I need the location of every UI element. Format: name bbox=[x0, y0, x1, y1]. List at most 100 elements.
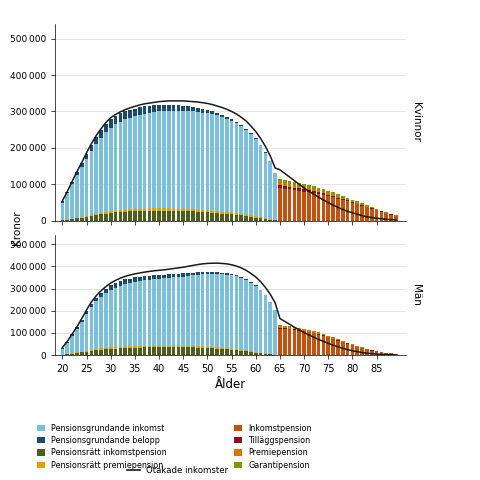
Bar bbox=[326, 191, 330, 193]
Bar bbox=[70, 184, 74, 221]
Bar bbox=[370, 207, 373, 208]
Bar bbox=[302, 192, 306, 221]
Bar bbox=[128, 283, 132, 355]
Bar bbox=[167, 211, 170, 221]
Bar bbox=[80, 167, 84, 221]
Bar bbox=[240, 350, 243, 355]
Bar bbox=[196, 108, 200, 112]
Bar bbox=[307, 188, 311, 190]
Bar bbox=[220, 115, 224, 117]
Bar bbox=[80, 217, 84, 221]
Bar bbox=[375, 351, 378, 355]
Bar bbox=[104, 214, 108, 221]
Bar bbox=[360, 204, 364, 205]
Bar bbox=[162, 105, 166, 111]
Bar bbox=[288, 180, 291, 184]
Bar bbox=[302, 187, 306, 189]
Bar bbox=[70, 334, 74, 336]
Bar bbox=[148, 346, 151, 348]
Bar bbox=[85, 216, 88, 217]
Bar bbox=[341, 342, 345, 355]
Bar bbox=[283, 189, 287, 221]
Bar bbox=[326, 336, 330, 337]
Bar bbox=[201, 347, 204, 348]
Bar bbox=[254, 216, 258, 217]
Bar bbox=[123, 279, 127, 284]
Bar bbox=[114, 348, 118, 355]
Bar bbox=[312, 334, 315, 355]
Bar bbox=[244, 351, 248, 355]
Bar bbox=[264, 219, 267, 221]
Bar bbox=[196, 272, 200, 275]
Bar bbox=[153, 211, 156, 221]
Bar bbox=[80, 322, 84, 355]
Bar bbox=[264, 153, 267, 221]
Bar bbox=[249, 282, 253, 283]
Bar bbox=[153, 105, 156, 112]
Bar bbox=[341, 199, 345, 200]
Bar bbox=[298, 186, 301, 189]
Bar bbox=[268, 219, 272, 220]
Bar bbox=[322, 334, 325, 336]
Bar bbox=[60, 203, 64, 221]
Bar bbox=[191, 107, 195, 111]
Bar bbox=[123, 284, 127, 355]
Bar bbox=[293, 327, 296, 329]
Bar bbox=[201, 112, 204, 221]
Bar bbox=[288, 327, 291, 329]
Bar bbox=[95, 214, 98, 215]
Bar bbox=[394, 216, 398, 221]
Bar bbox=[259, 217, 263, 218]
Bar bbox=[177, 209, 180, 211]
Bar bbox=[249, 216, 253, 217]
Bar bbox=[153, 112, 156, 221]
Bar bbox=[230, 348, 233, 349]
Bar bbox=[70, 336, 74, 355]
Bar bbox=[119, 210, 122, 212]
Bar bbox=[191, 211, 195, 221]
Bar bbox=[104, 132, 108, 221]
Bar bbox=[99, 349, 103, 355]
Bar bbox=[143, 211, 146, 221]
Bar bbox=[90, 304, 93, 307]
Bar bbox=[216, 272, 219, 274]
Bar bbox=[283, 180, 287, 183]
Bar bbox=[157, 275, 161, 279]
Bar bbox=[153, 279, 156, 355]
Text: Män: Män bbox=[411, 284, 421, 306]
Bar bbox=[80, 320, 84, 322]
Bar bbox=[210, 211, 214, 213]
Bar bbox=[341, 196, 345, 198]
Bar bbox=[341, 200, 345, 221]
Bar bbox=[205, 347, 209, 348]
Bar bbox=[317, 194, 321, 221]
Bar bbox=[365, 349, 369, 355]
Bar bbox=[157, 105, 161, 111]
Bar bbox=[143, 107, 146, 114]
Bar bbox=[119, 281, 122, 286]
Bar bbox=[220, 349, 224, 355]
Bar bbox=[312, 333, 315, 334]
Bar bbox=[317, 188, 321, 190]
Bar bbox=[322, 192, 325, 193]
Bar bbox=[143, 114, 146, 221]
Bar bbox=[70, 354, 74, 355]
Bar bbox=[172, 105, 175, 111]
Bar bbox=[201, 272, 204, 274]
Bar bbox=[157, 348, 161, 355]
Bar bbox=[196, 112, 200, 221]
Bar bbox=[60, 202, 64, 203]
Bar bbox=[254, 138, 258, 139]
Bar bbox=[365, 206, 369, 207]
Bar bbox=[210, 348, 214, 355]
Bar bbox=[249, 351, 253, 352]
Bar bbox=[307, 330, 311, 332]
Bar bbox=[80, 216, 84, 217]
Bar bbox=[249, 352, 253, 355]
Bar bbox=[153, 346, 156, 348]
Bar bbox=[99, 348, 103, 349]
Bar bbox=[148, 211, 151, 221]
Bar bbox=[346, 199, 349, 200]
Bar bbox=[259, 218, 263, 221]
Bar bbox=[186, 107, 190, 111]
